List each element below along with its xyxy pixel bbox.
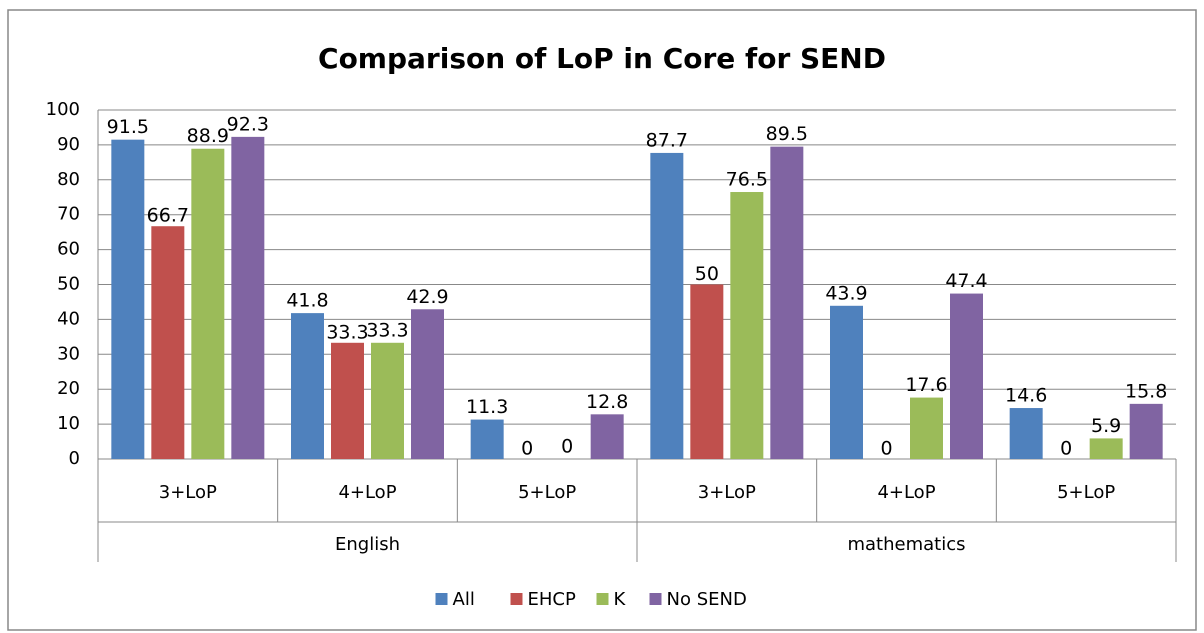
y-tick-label: 10 [57, 413, 80, 434]
y-tick-label: 100 [46, 99, 80, 120]
group-label: English [335, 534, 400, 555]
chart-title: Comparison of LoP in Core for SEND [318, 42, 886, 75]
bar [291, 313, 324, 459]
bar [331, 342, 364, 459]
data-label: 33.3 [326, 321, 368, 343]
bar [830, 305, 863, 459]
y-tick-label: 30 [57, 343, 80, 364]
x-tick-label: 5+LoP [1057, 482, 1115, 503]
legend-swatch [510, 593, 523, 605]
legend-label: EHCP [528, 589, 576, 610]
data-label: 50 [695, 263, 719, 285]
x-tick-label: 5+LoP [518, 482, 576, 503]
data-label: 92.3 [227, 113, 269, 135]
data-label: 0 [1060, 438, 1072, 460]
data-label: 88.9 [187, 125, 229, 147]
data-label: 14.6 [1005, 385, 1047, 407]
bar [1129, 403, 1163, 459]
data-label: 42.9 [406, 286, 448, 308]
data-label: 87.7 [646, 129, 688, 151]
bar [590, 414, 624, 459]
x-tick-label: 3+LoP [159, 482, 217, 503]
bar [470, 419, 504, 459]
bar [371, 342, 404, 459]
legend-label: K [614, 589, 627, 610]
data-label: 5.9 [1091, 415, 1121, 437]
bar [770, 146, 804, 459]
data-label: 47.4 [945, 270, 987, 292]
data-label: 12.8 [586, 391, 628, 413]
data-label: 11.3 [466, 396, 508, 418]
data-label: 66.7 [147, 205, 189, 227]
bar [730, 192, 764, 459]
bar [411, 309, 444, 459]
y-tick-label: 90 [57, 134, 80, 155]
bar [111, 139, 145, 460]
bar [231, 136, 265, 460]
bar [950, 293, 983, 459]
bar [650, 152, 684, 459]
y-tick-label: 40 [57, 308, 80, 329]
y-tick-label: 50 [57, 274, 80, 295]
x-tick-label: 4+LoP [877, 482, 935, 503]
group-label: mathematics [847, 534, 965, 555]
bar [1009, 408, 1043, 459]
data-label: 0 [561, 436, 573, 458]
legend-swatch [435, 593, 448, 605]
data-label: 41.8 [286, 290, 328, 312]
x-tick-label: 3+LoP [698, 482, 756, 503]
legend-swatch [649, 593, 662, 605]
y-tick-label: 20 [57, 378, 80, 399]
data-label: 17.6 [905, 374, 947, 396]
y-tick-label: 60 [57, 239, 80, 260]
legend-label: No SEND [667, 589, 747, 610]
y-tick-label: 80 [57, 169, 80, 190]
data-label: 0 [521, 438, 533, 460]
y-tick-label: 0 [69, 448, 80, 469]
data-label: 91.5 [107, 116, 149, 138]
bar [910, 397, 943, 459]
legend-swatch [596, 593, 609, 605]
bar [191, 148, 225, 459]
legend-label: All [453, 589, 475, 610]
data-label: 76.5 [726, 169, 768, 191]
data-label: 43.9 [825, 282, 867, 304]
data-label: 0 [880, 438, 892, 460]
bar [1089, 438, 1123, 459]
data-label: 89.5 [766, 123, 808, 145]
bar [690, 284, 724, 459]
x-tick-label: 4+LoP [338, 482, 396, 503]
chart-border [7, 9, 1197, 631]
data-label: 15.8 [1125, 380, 1167, 402]
bar [151, 226, 185, 459]
y-tick-label: 70 [57, 204, 80, 225]
data-label: 33.3 [366, 319, 408, 341]
